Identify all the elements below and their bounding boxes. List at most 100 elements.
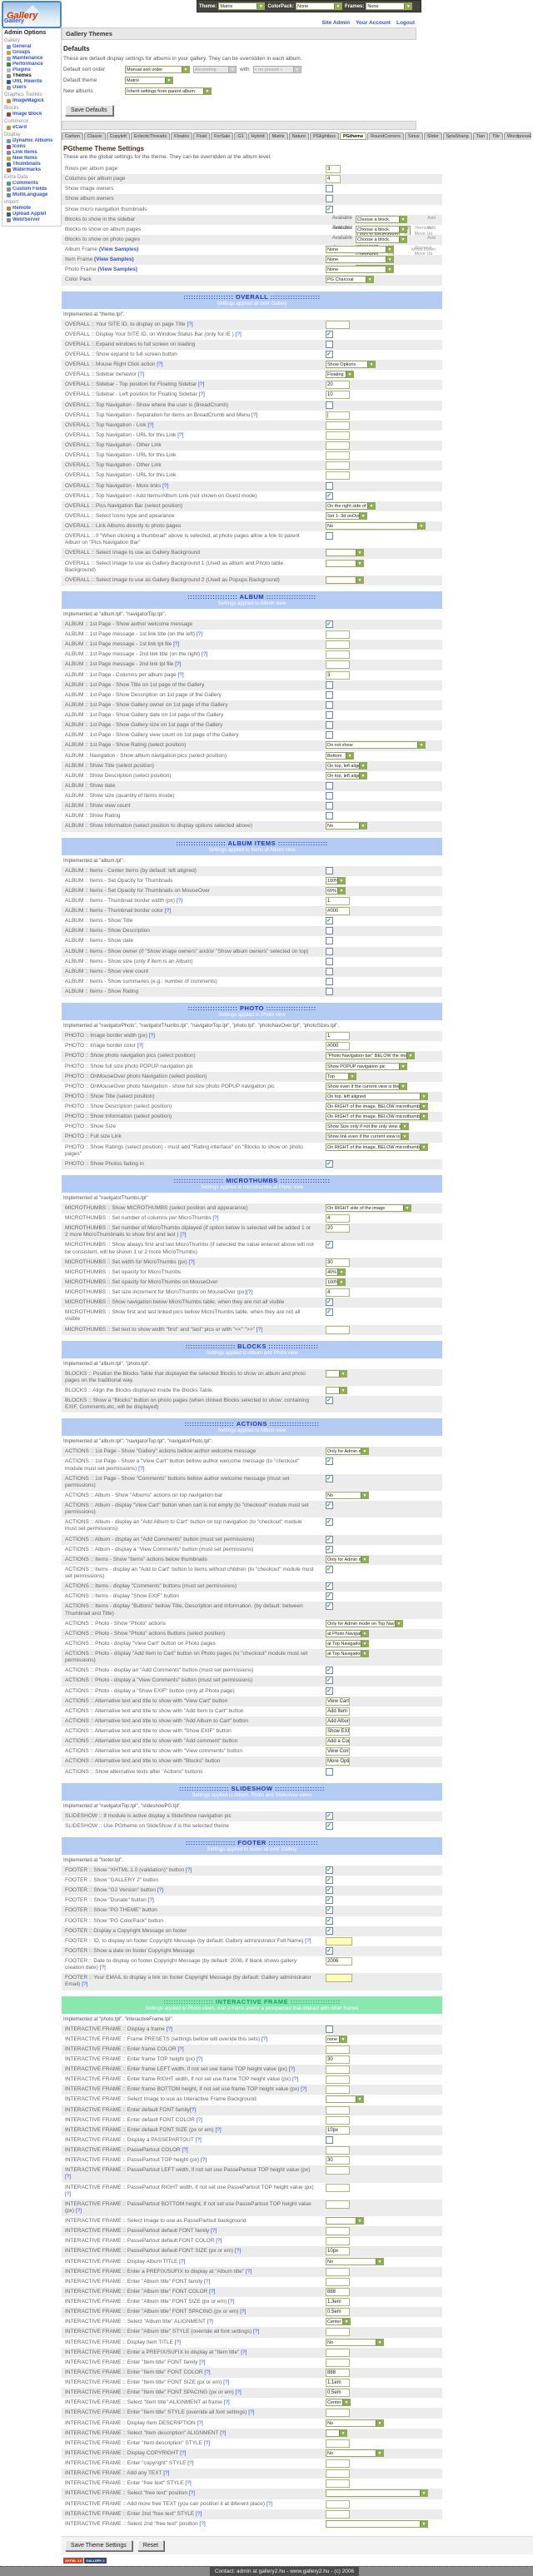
- sidebar-item-web-server[interactable]: Web/Server: [7, 217, 59, 222]
- select-dropdown[interactable]: Bottom ▼: [326, 751, 354, 760]
- help-link[interactable]: [?]: [196, 2116, 202, 2123]
- text-input[interactable]: [326, 1974, 352, 1983]
- tab-floatrix[interactable]: Floatrix: [171, 132, 193, 140]
- checkbox[interactable]: [326, 1767, 333, 1776]
- select-dropdown[interactable]: Set 1- 3d onOver icons▼: [326, 511, 367, 520]
- text-input[interactable]: 30: [326, 2055, 350, 2064]
- tab-eclecticthreads[interactable]: EclecticThreads: [130, 132, 171, 140]
- checkbox[interactable]: [326, 1876, 333, 1884]
- checkbox[interactable]: [326, 1457, 333, 1466]
- text-input[interactable]: [326, 471, 350, 481]
- select-dropdown[interactable]: No ▼: [326, 2449, 384, 2457]
- checkbox[interactable]: [326, 185, 333, 193]
- help-link[interactable]: [?]: [180, 1232, 187, 1238]
- select-dropdown[interactable]: No ▼: [326, 2419, 384, 2427]
- text-input[interactable]: [326, 2439, 350, 2448]
- view-samples-link[interactable]: (View Samples): [94, 257, 134, 263]
- checkbox[interactable]: [326, 977, 333, 985]
- text-input[interactable]: 0.5em: [326, 2389, 350, 2398]
- help-link[interactable]: [?]: [288, 2066, 295, 2072]
- text-input[interactable]: #000: [326, 1042, 350, 1051]
- tab-pgtheme[interactable]: PGtheme: [339, 132, 367, 140]
- help-link[interactable]: [?]: [65, 2174, 72, 2180]
- sidebar-item-icons[interactable]: Icons: [7, 144, 59, 149]
- checkbox[interactable]: [326, 1474, 333, 1482]
- text-input[interactable]: [326, 2237, 350, 2246]
- help-link[interactable]: [?]: [148, 1033, 155, 1039]
- checkbox[interactable]: [326, 1502, 333, 1509]
- select-dropdown[interactable]: No ▼: [326, 2257, 384, 2265]
- select-dropdown[interactable]: ▼: [326, 559, 364, 567]
- select-dropdown[interactable]: On top, left aligned▼: [326, 761, 367, 770]
- help-link[interactable]: [?]: [207, 2319, 213, 2325]
- checkbox[interactable]: [326, 401, 333, 409]
- select-dropdown[interactable]: Only for Admin mode▼: [326, 1447, 369, 1456]
- checkbox[interactable]: [326, 2135, 333, 2144]
- help-link[interactable]: [?]: [199, 2359, 206, 2365]
- text-input[interactable]: Add Album to Cart: [326, 1717, 350, 1726]
- text-input[interactable]: [326, 1936, 352, 1946]
- help-link[interactable]: [?]: [164, 908, 172, 914]
- checkbox[interactable]: [326, 721, 333, 730]
- text-input[interactable]: [326, 2105, 350, 2115]
- text-input[interactable]: [326, 2200, 350, 2209]
- select-dropdown[interactable]: No ▼: [326, 822, 367, 830]
- help-link[interactable]: [?]: [185, 1866, 192, 1873]
- select-dropdown[interactable]: On RIGHT of the image, BELOW microthumbs…: [326, 1103, 428, 1110]
- text-input[interactable]: [326, 2166, 350, 2175]
- select-dropdown[interactable]: On top, left aligned▼: [326, 771, 367, 780]
- select-dropdown[interactable]: Show Options ▼: [326, 361, 376, 368]
- text-input[interactable]: [326, 2459, 350, 2468]
- text-input[interactable]: 2006: [326, 1957, 352, 1966]
- checkbox[interactable]: [326, 988, 333, 995]
- help-link[interactable]: [?]: [253, 2329, 260, 2335]
- checkbox[interactable]: [326, 350, 333, 358]
- help-link[interactable]: [?]: [188, 2490, 195, 2497]
- select-dropdown[interactable]: ▼: [326, 2217, 364, 2225]
- help-link[interactable]: [?]: [235, 2389, 242, 2396]
- sidebar-item-plugins[interactable]: Plugins: [7, 67, 59, 72]
- checkbox[interactable]: [326, 937, 333, 945]
- text-input[interactable]: 4: [326, 175, 341, 184]
- help-link[interactable]: [?]: [177, 671, 184, 678]
- checkbox[interactable]: [326, 1159, 333, 1168]
- help-link[interactable]: [?]: [99, 1965, 106, 1971]
- tab-siriux[interactable]: Siriux: [404, 132, 423, 140]
- checkbox[interactable]: [326, 205, 333, 213]
- tab-splashang[interactable]: SplaShang: [442, 132, 472, 140]
- checkbox[interactable]: [326, 866, 333, 874]
- select-dropdown[interactable]: On RIGHT of the image, BELOW microthumbs…: [326, 1143, 428, 1151]
- tab-wordpressembedded[interactable]: WordpressEmbedded: [503, 132, 531, 140]
- checkbox[interactable]: [326, 1821, 333, 1830]
- checkbox[interactable]: [326, 491, 333, 500]
- text-input[interactable]: [326, 431, 350, 440]
- checkbox[interactable]: [326, 330, 333, 338]
- text-input[interactable]: 3: [326, 670, 350, 680]
- text-input[interactable]: [326, 2479, 350, 2489]
- checkbox[interactable]: [326, 917, 333, 925]
- help-link[interactable]: [?]: [188, 1258, 195, 1265]
- select-dropdown[interactable]: at Top Navigation bar▼: [326, 1650, 369, 1657]
- select-dropdown[interactable]: ▼: [326, 2095, 364, 2104]
- select-dropdown[interactable]: Show POPUP navigation pic ▼: [326, 1062, 407, 1070]
- sidebar-item-maintenance[interactable]: Maintenance: [7, 56, 59, 61]
- text-input[interactable]: [326, 2499, 350, 2509]
- gallery2-badge[interactable]: GALLERY 2: [84, 2557, 107, 2564]
- tab-copyleft[interactable]: Copyleft: [106, 132, 130, 140]
- default-theme-select[interactable]: Matrix ▼: [125, 77, 173, 84]
- text-input[interactable]: 10px: [326, 2125, 350, 2135]
- text-input[interactable]: 0.5em: [326, 2308, 350, 2317]
- text-input[interactable]: View Cart: [326, 1697, 350, 1706]
- checkbox[interactable]: [326, 1926, 333, 1935]
- sidebar-item-multilanguage[interactable]: MultiLanguage: [7, 192, 59, 197]
- text-input[interactable]: [326, 2358, 350, 2367]
- checkbox[interactable]: [326, 1298, 333, 1307]
- sidebar-item-thumbnails[interactable]: Thumbnails: [7, 162, 59, 167]
- select-dropdown[interactable]: Choose a block. ▼: [356, 235, 407, 243]
- help-link[interactable]: [?]: [157, 1887, 164, 1894]
- help-link[interactable]: [?]: [246, 2268, 252, 2275]
- select-dropdown[interactable]: Do not show ▼: [326, 741, 426, 750]
- sidebar-item-imagemagick[interactable]: ImageMagick: [7, 98, 59, 103]
- help-link[interactable]: [?]: [157, 361, 163, 367]
- view-samples-link[interactable]: (View Samples): [97, 267, 137, 273]
